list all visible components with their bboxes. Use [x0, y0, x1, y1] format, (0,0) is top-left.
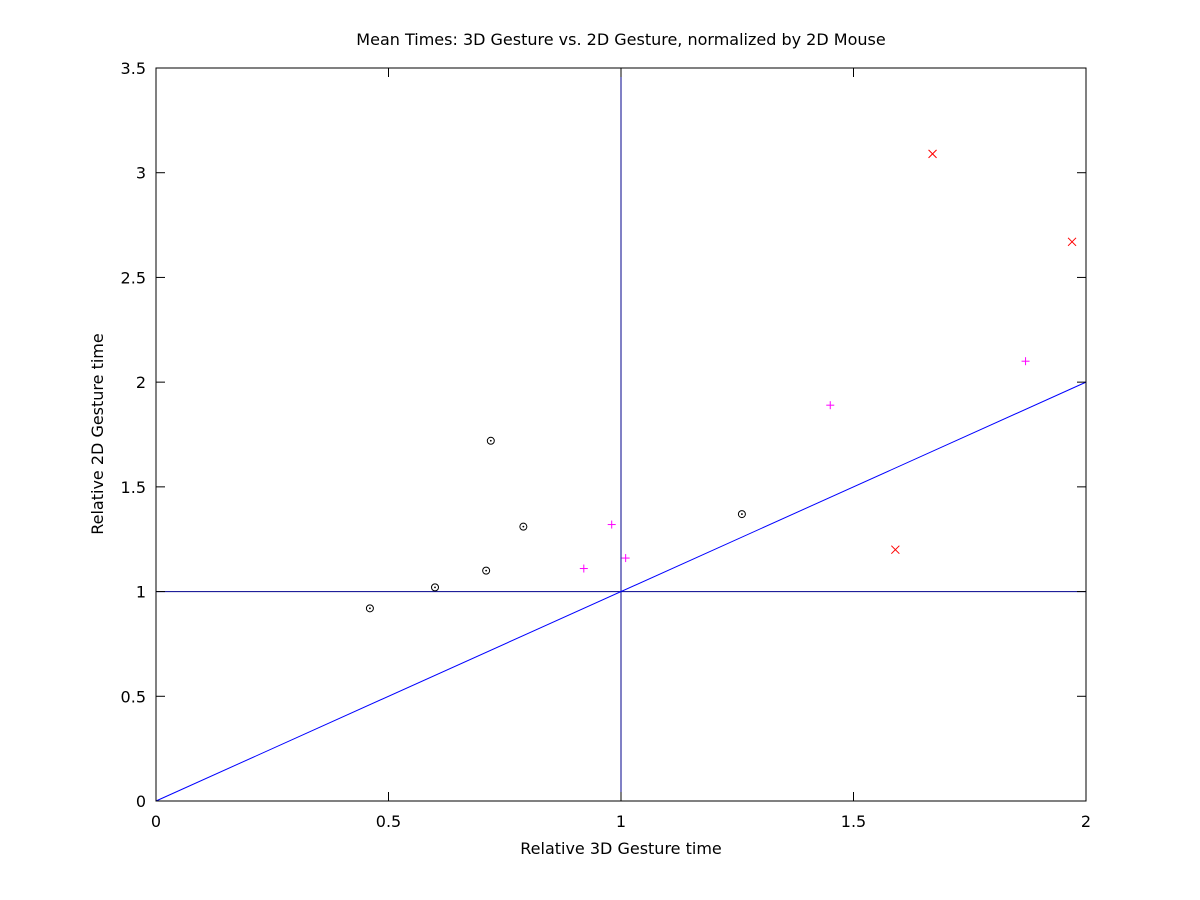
x-tick-label: 1 — [616, 812, 626, 831]
y-tick-label: 0 — [136, 792, 146, 811]
data-point-cross — [1067, 237, 1077, 247]
marker-d2 — [890, 545, 900, 555]
data-point-circle-dot — [431, 583, 439, 592]
data-point-plus — [826, 401, 835, 410]
marker-dot — [741, 513, 743, 515]
y-tick-label: 1 — [136, 583, 146, 602]
y-tick-label: 2.5 — [121, 268, 146, 287]
marker-dot — [369, 607, 371, 610]
data-point-circle-dot — [365, 604, 374, 613]
y-tick-label: 2 — [136, 373, 146, 392]
marker-d2 — [1067, 237, 1077, 247]
marker-ring — [486, 436, 495, 445]
data-point-cross — [928, 149, 937, 159]
data-point-circle-dot — [486, 436, 495, 445]
marker-ring — [482, 566, 491, 575]
y-tick-label: 3.5 — [121, 59, 146, 78]
x-tick-label: 2 — [1081, 812, 1091, 831]
data-point-circle-dot — [737, 510, 746, 519]
data-point-plus — [621, 554, 630, 563]
reference-lines — [155, 68, 1087, 802]
axis-ticks: 0 0.5 1 1.5 2 0 0.5 1 1.5 2 2.5 3 3.5 — [121, 59, 1092, 831]
marker-ring — [737, 510, 746, 519]
y-tick-label: 1.5 — [121, 478, 146, 497]
x-tick-label: 1.5 — [841, 812, 866, 831]
data-point-circle-dot — [519, 522, 528, 531]
y-tick-label: 3 — [136, 164, 146, 183]
marker-d2 — [928, 149, 937, 159]
data-point-plus — [1021, 357, 1030, 366]
y-axis-title: Relative 2D Gesture time — [88, 333, 107, 535]
marker-dot — [522, 525, 525, 528]
marker-ring — [519, 522, 528, 531]
x-tick-label: 0.5 — [376, 812, 401, 831]
data-point-cross — [890, 545, 900, 555]
data-point-circle-dot — [482, 566, 491, 575]
marker-dot — [485, 569, 488, 572]
marker-dot — [489, 439, 492, 442]
data-point-plus — [607, 520, 616, 529]
marker-ring — [365, 604, 374, 613]
chart-title: Mean Times: 3D Gesture vs. 2D Gesture, n… — [356, 30, 885, 49]
x-tick-label: 0 — [151, 812, 161, 831]
data-points — [365, 149, 1077, 613]
marker-ring — [431, 583, 439, 592]
y-tick-label: 0.5 — [121, 687, 146, 706]
marker-dot — [434, 586, 436, 589]
data-point-plus — [579, 564, 588, 573]
reference-line-diagonal — [155, 381, 1087, 802]
x-axis-title: Relative 3D Gesture time — [520, 839, 722, 858]
